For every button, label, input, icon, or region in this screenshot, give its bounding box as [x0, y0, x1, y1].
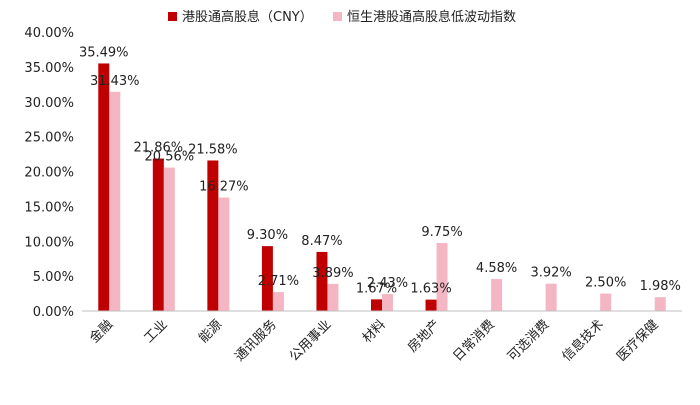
data-label: 35.49% — [79, 45, 129, 60]
bar — [382, 294, 393, 311]
bar — [545, 283, 557, 311]
bar — [371, 299, 382, 311]
bar — [436, 242, 448, 311]
x-tick-label: 公用事业 — [287, 317, 334, 364]
data-label: 2.50% — [585, 276, 626, 291]
y-axis: 0.00% 5.00% 10.00% 15.00% 20.00% 25.00% 30.00%… — [24, 26, 74, 320]
data-label: 21.86% — [134, 141, 184, 156]
legend-swatch — [333, 12, 342, 21]
x-tick-label: 房地产 — [404, 317, 443, 356]
data-label: 1.63% — [410, 282, 451, 297]
bar — [272, 292, 284, 311]
data-label: 2.71% — [258, 274, 299, 289]
x-tick-label: 工业 — [142, 317, 171, 346]
y-tick-label: 30.00% — [24, 96, 74, 111]
bars-layer — [98, 63, 666, 312]
data-label: 31.43% — [90, 74, 140, 89]
data-label: 4.58% — [476, 261, 517, 276]
data-label: 1.98% — [640, 279, 681, 294]
data-label: 2.43% — [367, 276, 408, 291]
x-tick-label: 可选消费 — [505, 317, 552, 364]
y-tick-label: 0.00% — [33, 305, 74, 320]
bar — [491, 279, 503, 311]
x-tick-label: 信息技术 — [559, 317, 607, 365]
data-label: 3.89% — [312, 266, 353, 281]
data-label: 8.47% — [301, 234, 342, 249]
data-label: 20.56% — [145, 150, 195, 165]
bar — [152, 158, 164, 311]
bar — [218, 197, 230, 311]
legend-swatch — [168, 12, 177, 21]
bar — [425, 299, 437, 311]
y-tick-label: 20.00% — [24, 166, 74, 181]
y-tick-label: 15.00% — [24, 200, 74, 215]
data-label: 9.75% — [421, 225, 462, 240]
legend-entry: 恒生港股通高股息低波动指数 — [347, 9, 516, 25]
y-tick-label: 35.00% — [24, 61, 74, 76]
bar — [261, 246, 273, 311]
data-label: 21.58% — [188, 142, 238, 157]
bar — [207, 160, 219, 311]
data-label: 3.92% — [530, 266, 571, 281]
x-tick-label: 通讯服务 — [232, 317, 280, 365]
x-axis: 金融 工业 能源 通讯服务 公用事业 材料 房地产 日常消费 可选消费 信息技术 医疗保健 — [82, 310, 682, 365]
bar — [600, 293, 612, 311]
bar — [654, 297, 666, 311]
x-tick-label: 能源 — [196, 317, 225, 346]
x-tick-label: 医疗保健 — [614, 317, 661, 364]
x-tick-label: 日常消费 — [451, 317, 498, 364]
bar — [163, 167, 175, 311]
data-label: 16.27% — [199, 180, 249, 195]
y-tick-label: 40.00% — [24, 26, 74, 41]
y-tick-label: 25.00% — [24, 131, 74, 146]
y-tick-label: 10.00% — [24, 235, 74, 250]
data-label: 1.67% — [356, 281, 397, 296]
x-tick-label: 金融 — [86, 317, 116, 347]
bar — [327, 283, 339, 311]
data-labels-layer: 35.49% 31.43% 21.86%20.56%21.58% 16.27% 9.30… — [79, 45, 681, 296]
data-label: 9.30% — [247, 228, 288, 243]
legend-entry: 港股通高股息（CNY） — [182, 9, 313, 25]
bar — [98, 63, 110, 312]
bar — [109, 91, 121, 311]
bar — [316, 251, 328, 311]
legend: 港股通高股息（CNY） 恒生港股通高股息低波动指数 — [168, 9, 516, 25]
y-tick-label: 5.00% — [33, 270, 74, 285]
x-tick-label: 材料 — [360, 317, 389, 346]
